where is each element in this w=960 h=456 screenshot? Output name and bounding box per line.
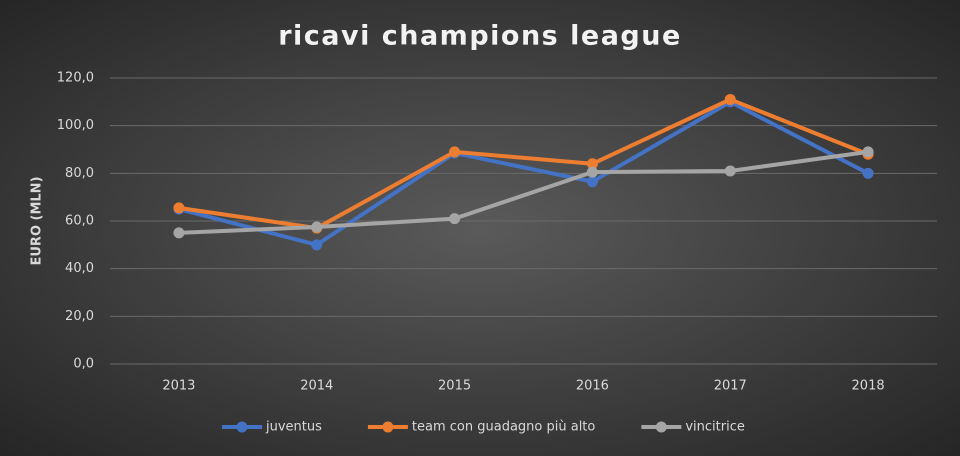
point [586, 176, 598, 188]
point [173, 227, 185, 239]
x-tick-label: 2017 [714, 379, 747, 394]
point [862, 167, 874, 179]
point [586, 166, 598, 178]
series-line [178, 149, 869, 235]
y-tick-label: 80,0 [65, 166, 94, 181]
point [311, 239, 323, 251]
point [586, 158, 598, 170]
y-tick-label: 100,0 [57, 118, 94, 133]
y-tick-label: 40,0 [65, 261, 94, 276]
y-tick-label: 0,0 [73, 357, 94, 372]
y-tick-label: 120,0 [57, 71, 94, 86]
point [449, 146, 461, 158]
y-tick-label: 20,0 [65, 309, 94, 324]
legend-label: juventus [265, 420, 322, 435]
point [724, 165, 736, 177]
x-tick-label: 2014 [300, 379, 333, 394]
x-tick-label: 2016 [576, 379, 609, 394]
series-line [178, 99, 870, 247]
y-axis-label: EURO (MLN) [30, 176, 45, 265]
y-tick-label: 60,0 [65, 214, 94, 229]
x-tick-label: 2013 [162, 379, 195, 394]
legend-marker [382, 421, 394, 433]
x-tick-label: 2018 [852, 379, 885, 394]
chart-title: ricavi champions league [278, 21, 682, 52]
x-tick-label: 2015 [438, 379, 471, 394]
point [862, 146, 874, 158]
legend-marker [236, 421, 248, 433]
point [449, 213, 461, 225]
legend-label: team con guadagno più alto [412, 420, 595, 435]
legend-label: vincitrice [685, 420, 745, 435]
point [311, 221, 323, 233]
legend-marker [655, 421, 667, 433]
point [724, 93, 736, 105]
series-line [178, 97, 869, 231]
point [173, 202, 185, 214]
